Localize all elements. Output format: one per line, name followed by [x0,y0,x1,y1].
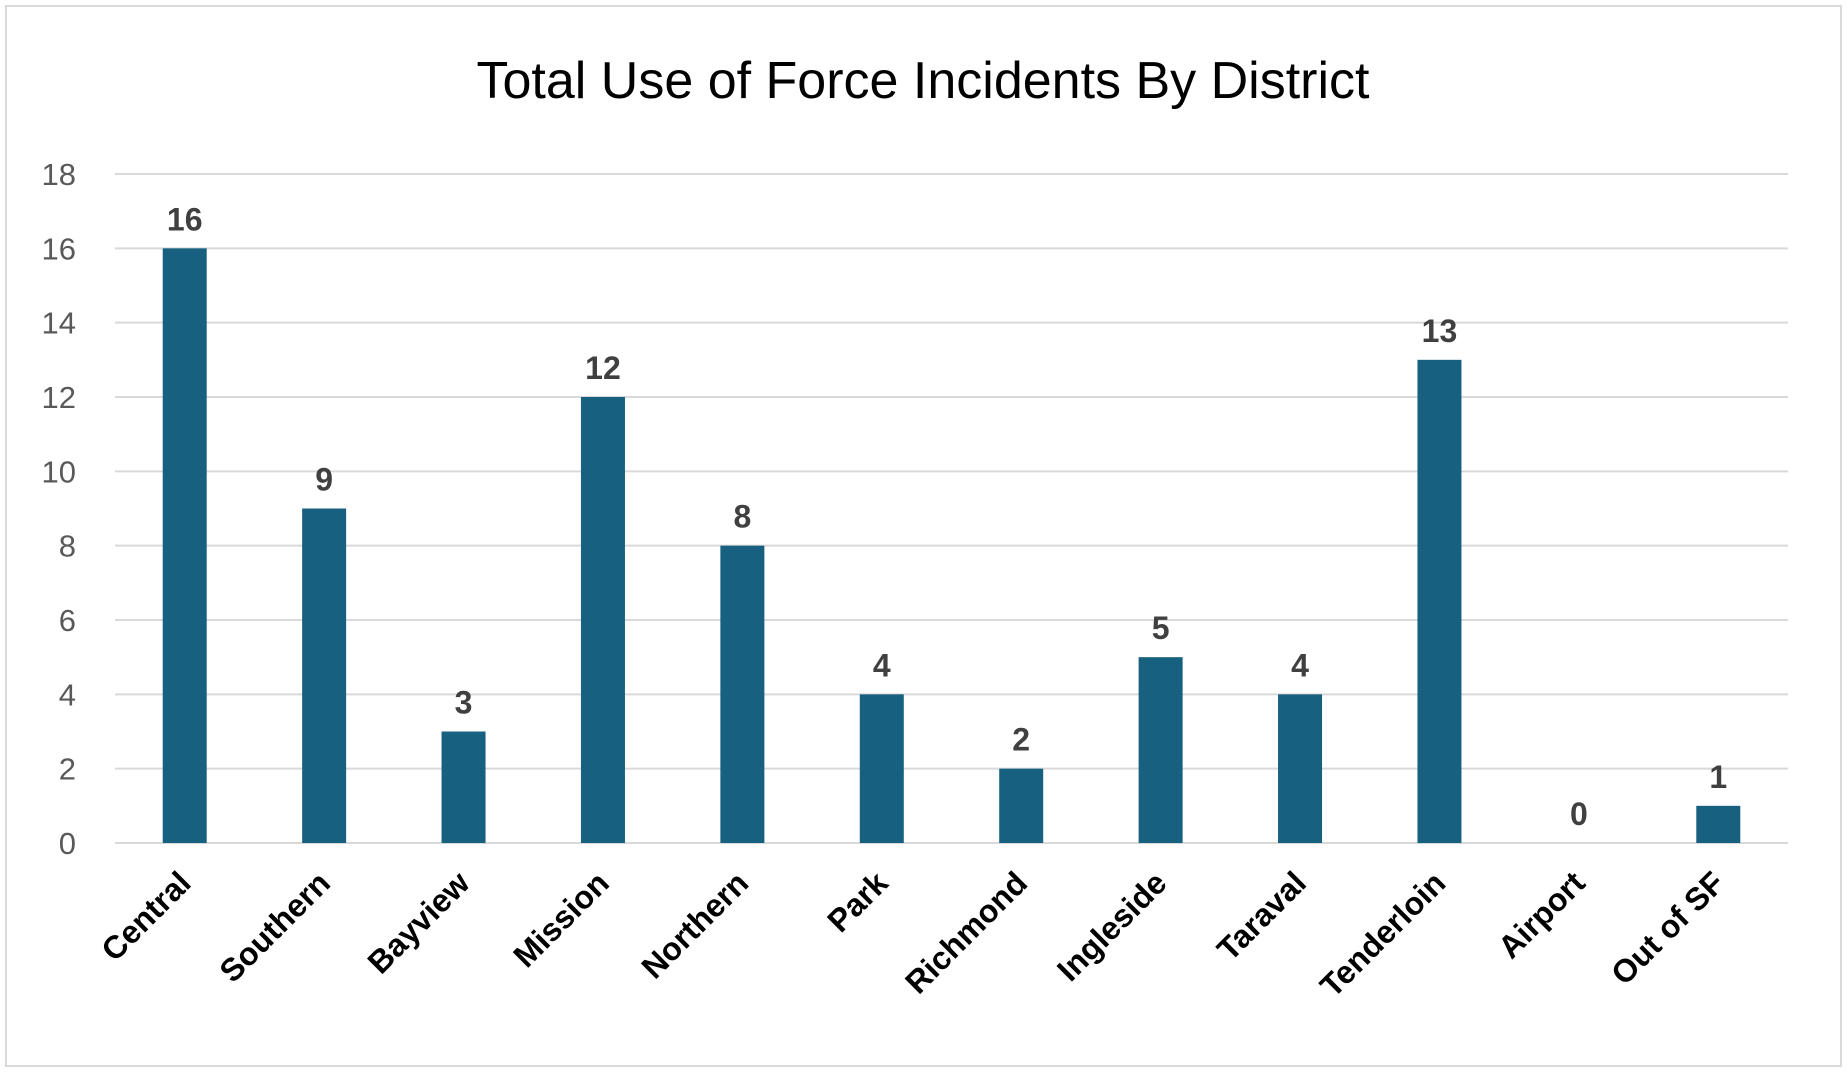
bar [1417,359,1462,843]
y-tick-label: 16 [42,231,76,266]
bar [999,768,1044,843]
bar [1138,657,1183,843]
data-label: 3 [455,685,473,721]
y-tick-label: 8 [59,529,76,564]
y-tick-label: 6 [59,603,76,638]
bar [441,731,486,843]
bar [162,248,207,844]
y-tick-label: 10 [42,454,76,489]
data-label: 4 [1291,647,1309,683]
data-label: 4 [873,647,891,683]
data-label: 2 [1012,722,1030,758]
data-label: 0 [1570,796,1588,832]
data-label: 13 [1422,313,1458,349]
data-label: 12 [585,350,621,386]
bar [580,397,625,843]
bar [859,694,904,843]
y-tick-label: 12 [42,380,76,415]
y-tick-label: 14 [42,306,76,341]
bar [1696,805,1741,843]
bar [720,545,765,843]
data-label: 5 [1152,610,1170,646]
y-tick-label: 0 [59,826,76,861]
bar [302,508,347,843]
bar [1278,694,1323,843]
y-tick-label: 18 [42,157,76,192]
y-tick-label: 2 [59,752,76,787]
chart-title: Total Use of Force Incidents By District [477,52,1371,110]
y-tick-label: 4 [59,677,76,712]
data-label: 16 [167,201,203,237]
data-label: 9 [315,462,333,498]
data-label: 1 [1709,759,1727,795]
data-label: 8 [733,499,751,535]
